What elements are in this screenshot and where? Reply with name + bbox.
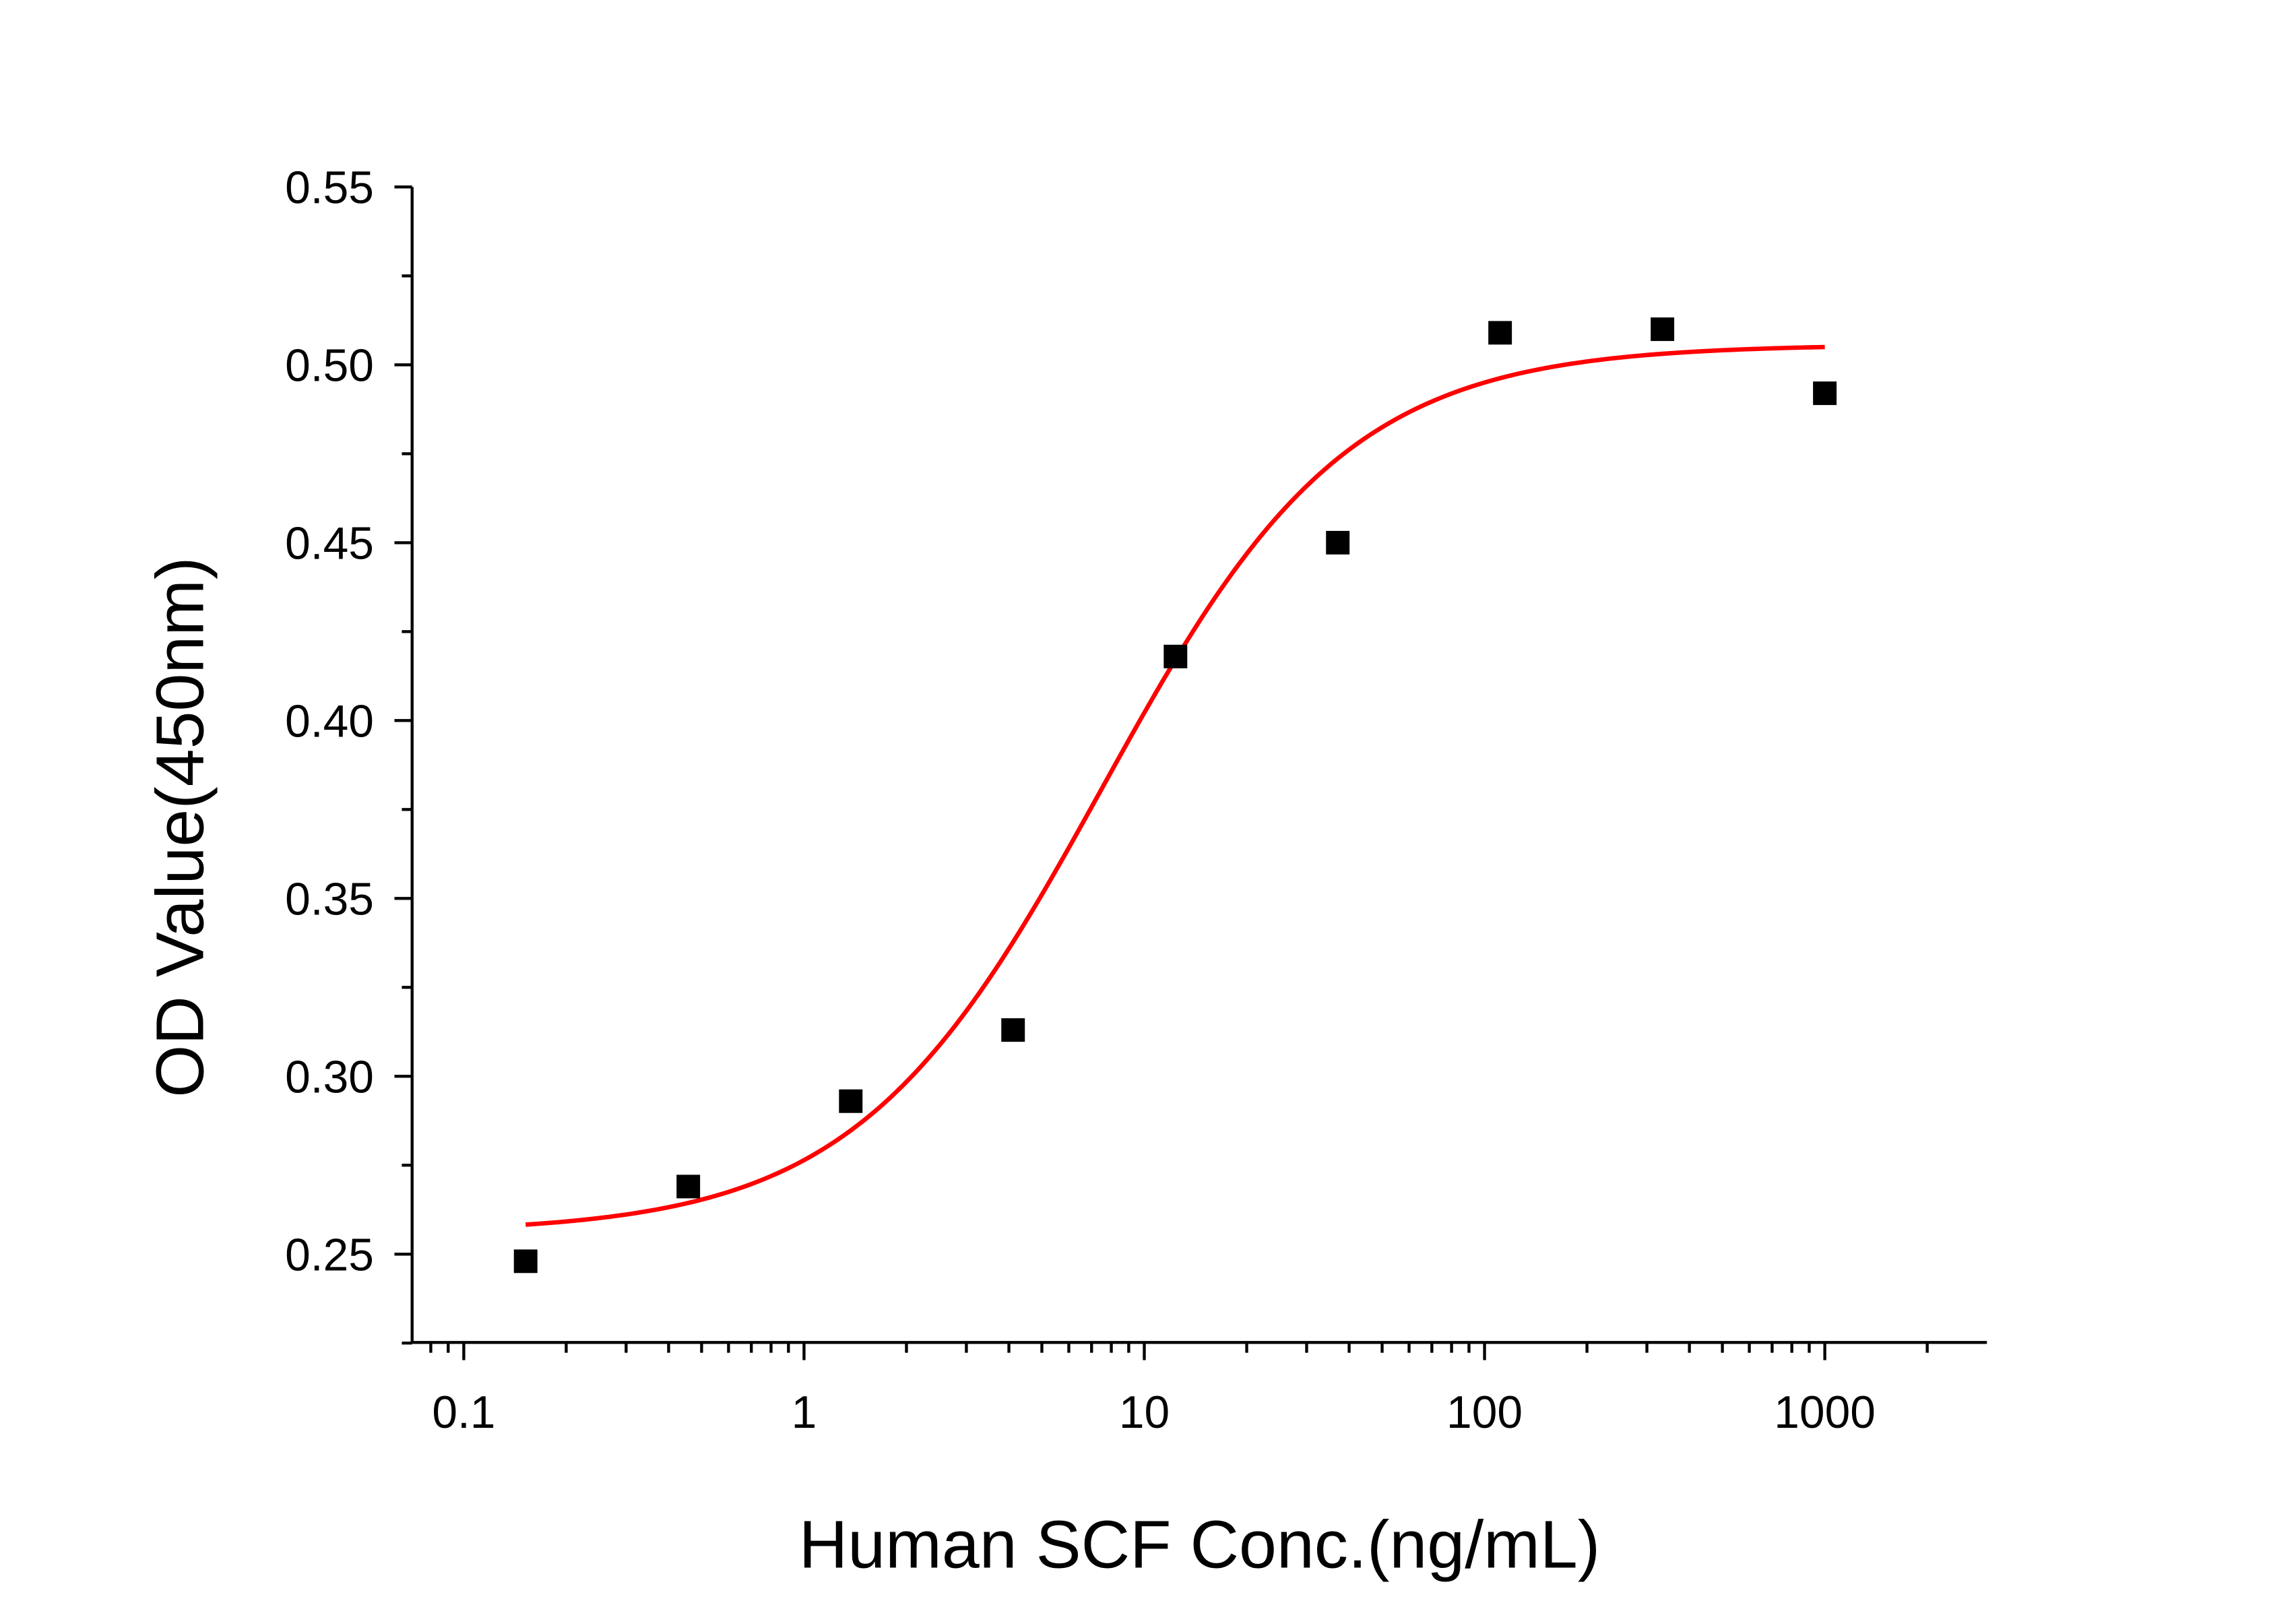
data-points [513,317,1837,1274]
ticks: 0.25 0.30 0.35 0.40 0.45 0.50 0.55 0.1 1 10 100 100… [285,162,1929,1438]
y-tick-label: 0.35 [285,874,374,924]
y-tick-label: 0.45 [285,518,374,569]
fit-curve [525,344,1825,1227]
y-tick-label: 0.30 [285,1052,374,1102]
y-tick-label: 0.55 [285,162,374,213]
data-point [1813,381,1837,406]
data-point [676,1174,701,1199]
y-tick-label: 0.40 [285,696,374,747]
x-axis-label: Human SCF Conc.(ng/mL) [799,1507,1600,1583]
x-tick-label: 10 [1119,1387,1170,1438]
y-tick-label: 0.50 [285,340,374,391]
y-tick-label: 0.25 [285,1230,374,1280]
x-tick-label: 1000 [1774,1387,1876,1438]
data-point [839,1089,863,1113]
fit-curve-group [525,344,1825,1227]
x-tick-label: 0.1 [432,1387,495,1438]
data-point [1488,321,1512,345]
data-point [513,1249,538,1274]
x-tick-label: 1 [792,1387,817,1438]
data-point [1163,644,1188,668]
data-point [1651,317,1675,342]
axes [410,187,1987,1344]
x-tick-label: 100 [1446,1387,1523,1438]
y-axis-label: OD Value(450nm) [143,557,218,1098]
data-point [1001,1018,1025,1042]
data-point [1326,530,1350,555]
